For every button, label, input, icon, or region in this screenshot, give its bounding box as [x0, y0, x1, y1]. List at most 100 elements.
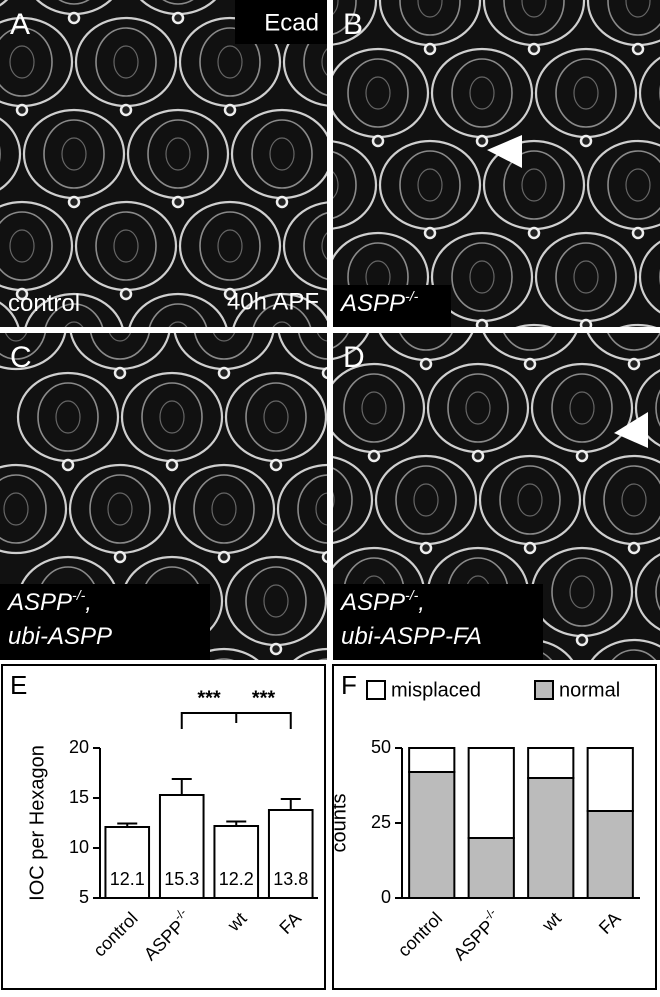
bristle: [575, 633, 589, 647]
bristle: [627, 357, 641, 371]
cell-inner: [141, 382, 203, 452]
cell-core: [4, 333, 28, 342]
y-tick-label: 10: [69, 837, 89, 857]
cell-core: [361, 391, 387, 425]
value-label: 12.1: [110, 869, 145, 889]
bristle: [423, 42, 437, 56]
text-run: ubi-ASPP: [8, 623, 112, 650]
bristle: [419, 357, 433, 371]
cell-outline: [515, 323, 553, 327]
cell-inner: [214, 658, 234, 660]
cell-inner: [199, 211, 261, 281]
cell-outline: [0, 463, 68, 555]
chart-letter: E: [10, 670, 27, 700]
superscript: -/-: [72, 587, 86, 603]
cell-inner: [611, 649, 657, 660]
cell-core: [521, 168, 547, 202]
panel-letter: D: [343, 341, 365, 374]
bristle: [523, 541, 537, 555]
cell-inner: [607, 0, 660, 36]
cell-inner: [0, 474, 47, 544]
y-axis-label: counts: [328, 794, 350, 853]
bar-segment: [586, 747, 634, 812]
cell-inner: [343, 373, 405, 443]
chart-letter: F: [341, 670, 357, 700]
bar-segment: [527, 747, 575, 779]
cell-inner: [655, 389, 660, 427]
cell-core: [621, 483, 647, 517]
cell-inner: [451, 242, 513, 312]
cell-core: [517, 483, 543, 517]
text-run: ASPP: [6, 589, 72, 616]
bristle: [475, 318, 489, 327]
bristle: [217, 550, 231, 564]
cell-inner: [607, 333, 660, 351]
significance-label: ***: [252, 687, 276, 709]
cell-inner: [555, 242, 617, 312]
cell-inner: [58, 0, 90, 5]
significance-label: ***: [197, 687, 221, 709]
bristle: [371, 134, 385, 148]
bristle: [113, 550, 127, 564]
cell-inner: [333, 151, 357, 219]
y-tick-label: 50: [371, 737, 391, 757]
bristle: [527, 226, 541, 240]
cell-inner: [251, 119, 313, 189]
cell-outline: [333, 455, 374, 545]
panel-label: Ecad: [264, 9, 319, 36]
bar-segment: [467, 747, 515, 839]
text-run: ASPP: [339, 589, 405, 616]
cell-inner: [162, 0, 194, 5]
cell-core: [9, 45, 35, 79]
cell-inner: [90, 333, 150, 360]
cell-inner: [44, 303, 104, 327]
cell-inner: [194, 333, 254, 360]
bristle: [15, 103, 29, 117]
cell-inner: [297, 474, 327, 544]
cell-core: [333, 171, 339, 199]
bristle: [471, 449, 485, 463]
cell-outline: [619, 323, 657, 327]
cell-inner: [447, 373, 509, 443]
panel-label: ubi-ASPP: [8, 623, 112, 650]
cell-inner: [503, 333, 557, 351]
cell-core: [211, 492, 237, 526]
legend-swatch: [366, 680, 386, 700]
cell-outline: [333, 140, 378, 230]
bristle: [223, 103, 237, 117]
bristle: [579, 318, 593, 327]
cell-core: [263, 584, 289, 618]
label-bg: [333, 285, 451, 327]
cell-inner: [193, 474, 255, 544]
bristle: [67, 11, 81, 25]
bar-segment: [527, 777, 575, 899]
cell-core: [217, 45, 243, 79]
y-axis-label: IOC per Hexagon: [26, 745, 48, 901]
legend-label: normal: [559, 679, 620, 701]
cell-core: [113, 229, 139, 263]
cell-core: [417, 0, 443, 18]
bristle: [165, 458, 179, 472]
cell-inner: [0, 211, 53, 281]
cell-core: [365, 76, 391, 110]
cell-core: [168, 321, 188, 327]
bristle: [579, 134, 593, 148]
cell-inner: [252, 303, 312, 327]
text-run: ,: [85, 589, 92, 616]
bristle: [171, 195, 185, 209]
text-run: ,: [418, 589, 425, 616]
bristle: [367, 449, 381, 463]
cell-inner: [0, 333, 46, 360]
cell-outline: [638, 56, 660, 130]
bristle: [631, 42, 645, 56]
cell-core: [333, 491, 335, 509]
cell-core: [55, 400, 81, 434]
panel-label: 40h APF: [227, 288, 319, 315]
cell-core: [413, 483, 439, 517]
bar: [158, 794, 205, 899]
cell-inner: [199, 27, 261, 97]
arrowhead: [614, 412, 648, 448]
bristle: [113, 366, 127, 380]
cell-inner: [399, 333, 453, 351]
cell-core: [569, 391, 595, 425]
